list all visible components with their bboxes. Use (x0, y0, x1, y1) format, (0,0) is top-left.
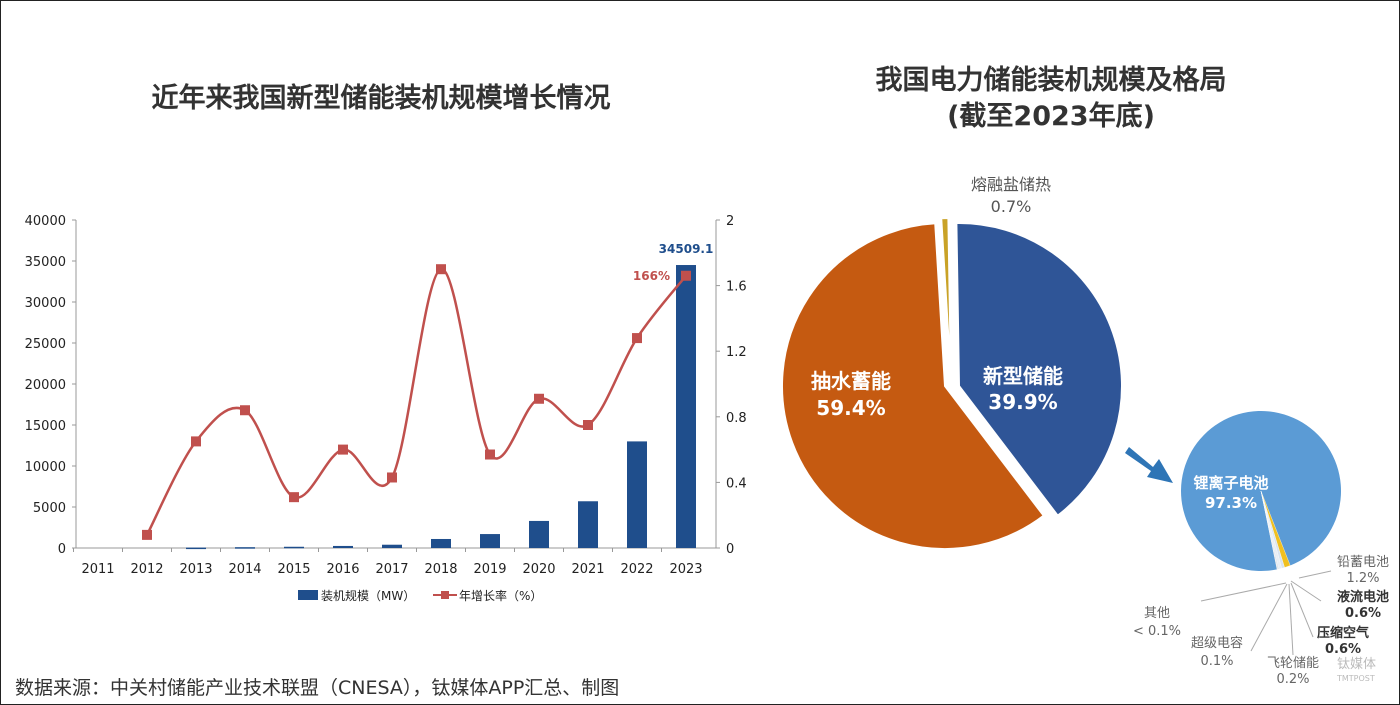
legend-bar-swatch (298, 590, 318, 600)
growth-marker (681, 270, 691, 281)
left-tick-label: 5000 (33, 501, 66, 516)
subpie-label: 超级电容 (1191, 635, 1243, 651)
pie-label-new-storage: 新型储能 (983, 364, 1063, 388)
x-tick-label: 2013 (179, 562, 212, 577)
growth-marker (632, 333, 642, 344)
left-chart-title: 近年来我国新型储能装机规模增长情况 (151, 83, 611, 114)
growth-marker (583, 420, 593, 430)
legend-line-label: 年增长率（%） (459, 588, 542, 603)
bar-2016 (333, 545, 353, 548)
right-tick-label: 2 (726, 214, 734, 229)
subpie-value: 0.1% (1200, 654, 1233, 669)
bar-2014 (235, 547, 255, 549)
subpie-value: 1.2% (1346, 571, 1379, 586)
left-tick-label: 25000 (25, 337, 66, 352)
right-tick-label: 1.6 (726, 280, 747, 295)
data-source: 数据来源：中关村储能产业技术联盟（CNESA），钛媒体APP汇总、制图 (15, 677, 620, 699)
bar-2015 (284, 546, 304, 549)
growth-marker (387, 472, 397, 483)
growth-marker (338, 444, 348, 455)
growth-marker (191, 436, 201, 447)
bar-2020 (529, 520, 549, 548)
right-chart-title: 我国电力储能装机规模及格局 (截至2023年底) (801, 63, 1301, 135)
pie-label-pumped-hydro: 抽水蓄能 (811, 369, 891, 393)
growth-marker (240, 405, 250, 416)
subpie-value-li-ion: 97.3% (1205, 494, 1257, 512)
subpie-label: 压缩空气 (1317, 625, 1369, 641)
left-tick-label: 35000 (25, 255, 66, 270)
bar-2021 (578, 501, 598, 548)
right-tick-label: 0.4 (726, 476, 747, 491)
x-tick-label: 2011 (81, 562, 114, 577)
right-chart-subtitle: (截至2023年底) (947, 101, 1155, 132)
growth-marker (142, 529, 152, 540)
subpie-label: 液流电池 (1337, 589, 1389, 605)
subpie-leader-line (1288, 583, 1294, 656)
growth-marker (289, 492, 299, 503)
x-tick-label: 2015 (277, 562, 310, 577)
x-tick-label: 2019 (473, 562, 506, 577)
subpie-label-li-ion: 锂离子电池 (1193, 474, 1268, 492)
subpie-label: 铅蓄电池 (1337, 555, 1389, 570)
left-tick-label: 30000 (25, 296, 66, 311)
growth-marker (485, 449, 495, 460)
pie-value-new-storage: 39.9% (988, 390, 1057, 414)
growth-line (145, 267, 687, 536)
subpie-leader-line (1298, 570, 1332, 579)
x-tick-label: 2012 (130, 562, 163, 577)
pie-value-pumped-hydro: 59.4% (816, 396, 885, 420)
subpie-slice (1260, 490, 1278, 570)
x-tick-label: 2022 (620, 562, 653, 577)
x-tick-label: 2020 (522, 562, 555, 577)
x-tick-label: 2014 (228, 562, 261, 577)
x-tick-label: 2023 (669, 562, 702, 577)
x-tick-label: 2016 (326, 562, 359, 577)
bar-2019 (480, 534, 500, 548)
pie-label-molten-salt: 熔融盐储热 (971, 175, 1051, 194)
subpie-leader-line (1200, 582, 1287, 602)
x-tick-label: 2018 (424, 562, 457, 577)
bar-2017 (382, 544, 402, 548)
legend-line-marker (441, 591, 449, 599)
bar-2013 (186, 547, 206, 550)
right-chart-title-main: 我国电力储能装机规模及格局 (875, 65, 1227, 96)
arrow-icon (1125, 447, 1173, 483)
legend-bar-label: 装机规模（MW） (321, 588, 415, 603)
left-tick-label: 40000 (25, 214, 66, 229)
subpie-label: 其他 (1144, 606, 1170, 621)
pie-slice-pumped-hydro (781, 222, 1046, 550)
bar-value-label: 34509.1 (659, 242, 714, 256)
subpie-value: 0.6% (1345, 606, 1381, 621)
subpie-leader-line (1250, 583, 1288, 652)
subpie-leader-line (1290, 582, 1314, 638)
right-tick-label: 0.8 (726, 411, 747, 426)
right-tick-label: 1.2 (726, 345, 747, 360)
subpie-label: 飞轮储能 (1267, 656, 1319, 671)
growth-value-label: 166% (633, 269, 670, 283)
subpie-value: 0.2% (1276, 672, 1309, 687)
right-tick-label: 0 (726, 542, 734, 557)
pie-slice-new-storage (955, 222, 1123, 518)
growth-marker (436, 264, 446, 275)
pie-slice-molten-salt (940, 217, 952, 382)
x-tick-label: 2017 (375, 562, 408, 577)
watermark-logo-sub: TMTPOST (1336, 674, 1375, 683)
left-tick-label: 0 (58, 542, 66, 557)
x-tick-label: 2021 (571, 562, 604, 577)
pie-value-molten-salt: 0.7% (991, 197, 1032, 216)
subpie-leader-line (1290, 580, 1322, 602)
bar-2023 (676, 265, 696, 548)
watermark-logo: 钛媒体 (1337, 657, 1376, 672)
left-tick-label: 20000 (25, 378, 66, 393)
subpie-value: < 0.1% (1133, 624, 1181, 639)
bar-2018 (431, 538, 451, 548)
left-tick-label: 10000 (25, 460, 66, 475)
subpie-value: 0.6% (1325, 642, 1361, 657)
growth-marker (534, 393, 544, 404)
left-tick-label: 15000 (25, 419, 66, 434)
bar-2022 (627, 441, 647, 548)
